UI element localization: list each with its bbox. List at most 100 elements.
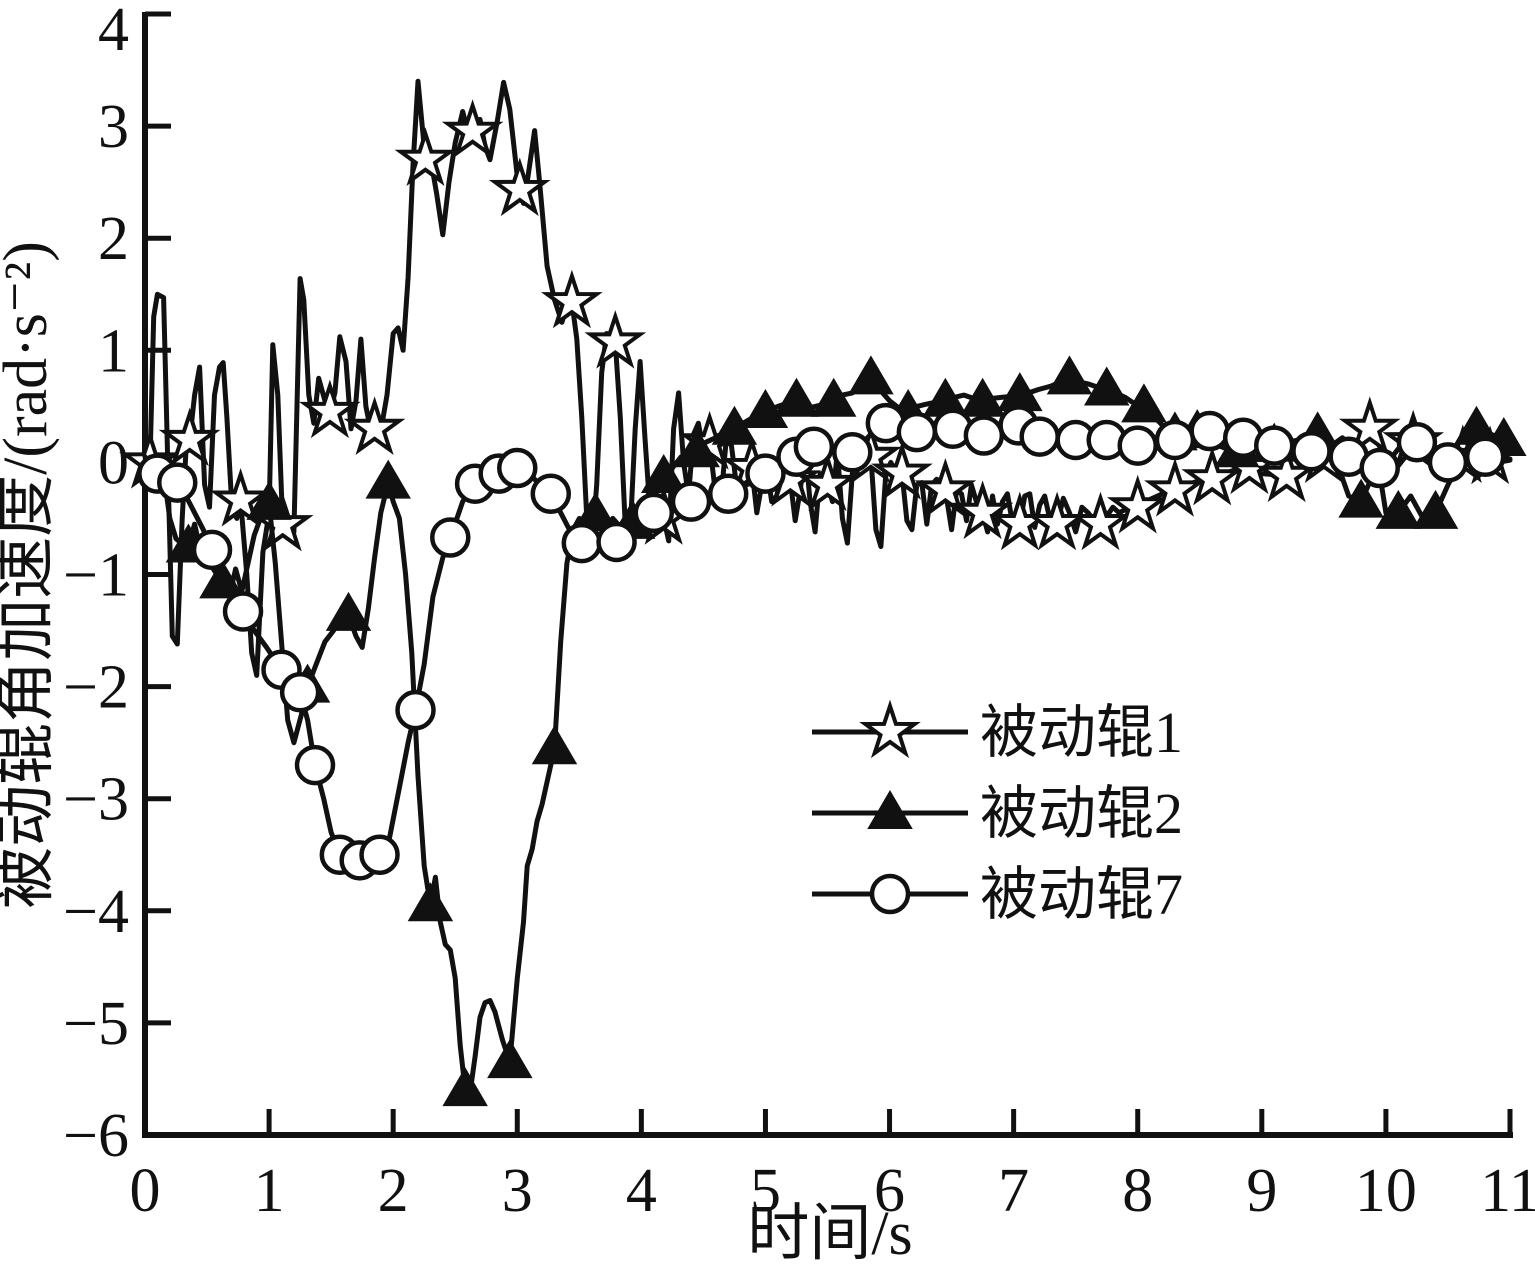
triangle-marker xyxy=(442,1067,488,1107)
x-axis-label: 时间/s xyxy=(747,1200,912,1268)
circle-marker xyxy=(1427,442,1469,483)
y-axis-label: 被动辊角加速度/(rad·s⁻²) xyxy=(0,241,60,909)
circle-marker xyxy=(530,473,572,515)
x-tick-label: 0 xyxy=(130,1157,161,1225)
y-tick-label: −6 xyxy=(63,1102,129,1170)
triangle-marker xyxy=(867,790,913,829)
x-tick-label: 6 xyxy=(874,1157,905,1225)
circle-marker xyxy=(1019,416,1060,457)
x-tick-label: 5 xyxy=(750,1157,781,1225)
triangle-marker xyxy=(674,428,720,468)
triangle-marker xyxy=(1338,478,1384,518)
circle-marker xyxy=(670,481,712,522)
circle-marker xyxy=(963,415,1005,456)
series-被动辊1 xyxy=(119,78,1521,678)
star-marker xyxy=(394,127,457,187)
circle-marker xyxy=(430,517,471,558)
legend-item-被动辊7: 被动辊7 xyxy=(812,862,1183,927)
circle-marker xyxy=(596,521,637,563)
star-marker xyxy=(584,310,647,369)
star-marker xyxy=(209,468,272,527)
triangle-marker xyxy=(848,355,894,395)
x-tick-label: 1 xyxy=(254,1157,285,1225)
triangle-marker xyxy=(810,377,857,417)
circle-marker xyxy=(1253,425,1295,466)
star-marker xyxy=(1144,457,1206,517)
triangle-marker xyxy=(1083,366,1130,406)
star-marker xyxy=(1106,474,1169,534)
circle-marker xyxy=(191,529,233,571)
star-marker xyxy=(1069,491,1132,551)
star-marker xyxy=(540,269,603,329)
x-tick-label: 11 xyxy=(1480,1157,1535,1225)
y-tick-label: −2 xyxy=(63,654,129,722)
triangle-marker xyxy=(640,453,687,493)
legend-item-被动辊2: 被动辊2 xyxy=(812,781,1183,846)
star-marker xyxy=(343,396,406,455)
circle-marker xyxy=(793,426,835,467)
circle-marker xyxy=(561,522,603,564)
star-marker xyxy=(1338,396,1401,455)
star-marker xyxy=(158,407,221,467)
circle-marker xyxy=(896,411,938,453)
x-tick-label: 7 xyxy=(998,1157,1029,1225)
y-tick-label: 2 xyxy=(98,205,129,273)
circle-marker xyxy=(359,834,400,875)
star-marker xyxy=(914,458,977,517)
circle-marker xyxy=(395,689,436,731)
star-marker xyxy=(299,379,361,439)
circle-marker xyxy=(1359,447,1400,489)
y-tick-label: −1 xyxy=(63,542,129,610)
circle-marker xyxy=(157,462,198,503)
circle-marker xyxy=(1154,419,1196,461)
legend-item-被动辊1: 被动辊1 xyxy=(812,699,1183,765)
triangle-marker xyxy=(407,882,454,922)
triangle-marker xyxy=(773,377,820,417)
y-tick-label: 1 xyxy=(98,317,129,385)
star-marker xyxy=(796,452,859,512)
triangle-marker xyxy=(742,388,789,428)
circle-marker xyxy=(294,744,336,786)
x-tick-label: 2 xyxy=(378,1157,409,1225)
y-tick-label: −4 xyxy=(63,878,129,946)
circle-marker xyxy=(497,447,538,489)
circle-marker xyxy=(1189,410,1230,452)
triangle-marker xyxy=(1412,489,1459,529)
y-tick-label: 0 xyxy=(98,429,129,497)
x-tick-label: 8 xyxy=(1122,1157,1153,1225)
legend: 被动辊1 被动辊2 被动辊7 xyxy=(812,699,1183,927)
y-tick-label: 3 xyxy=(98,93,129,161)
star-marker xyxy=(871,441,933,500)
circle-marker xyxy=(707,473,749,515)
y-tick-label: −3 xyxy=(63,766,129,834)
legend-label: 被动辊7 xyxy=(980,862,1183,927)
triangle-marker xyxy=(1375,489,1422,529)
y-tick-label: −5 xyxy=(63,990,129,1058)
star-marker xyxy=(488,157,551,217)
x-tick-label: 4 xyxy=(626,1157,657,1225)
circle-marker xyxy=(279,671,321,713)
triangle-marker xyxy=(487,1039,533,1079)
circle-marker xyxy=(1396,421,1438,463)
circle-marker xyxy=(1464,436,1506,478)
star-marker xyxy=(1181,446,1243,506)
x-tick-label: 9 xyxy=(1246,1157,1277,1225)
triangle-marker xyxy=(325,591,372,631)
legend-label: 被动辊1 xyxy=(980,700,1183,765)
triangle-marker xyxy=(365,459,411,499)
triangle-marker xyxy=(531,725,578,765)
circle-marker xyxy=(745,453,786,494)
star-marker xyxy=(859,699,921,759)
circle-marker xyxy=(832,432,873,473)
x-tick-label: 10 xyxy=(1355,1157,1417,1225)
y-tick-label: 4 xyxy=(98,0,129,64)
x-tick-label: 3 xyxy=(502,1157,533,1225)
circle-marker xyxy=(1291,430,1332,472)
triangle-marker xyxy=(1046,355,1093,395)
circle-marker xyxy=(633,492,675,534)
circle-marker xyxy=(1117,425,1158,466)
series-line xyxy=(142,78,1513,678)
